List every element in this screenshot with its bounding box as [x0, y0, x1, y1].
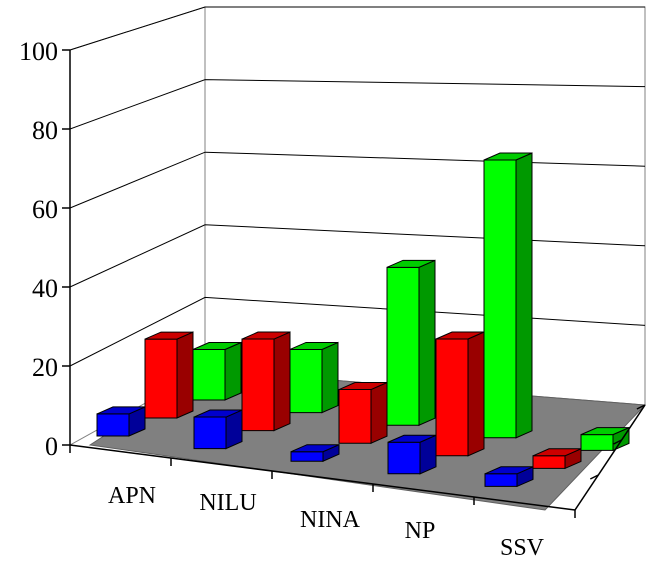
bar-front-face: [387, 441, 421, 475]
bar-top-face: [580, 427, 630, 436]
bar-top-face: [193, 409, 243, 418]
bar: [484, 466, 534, 488]
bar-front-face: [435, 338, 469, 457]
bar-side-face: [224, 341, 242, 401]
bar-front-face: [241, 338, 275, 432]
bars-group: [96, 152, 630, 488]
bar-side-face: [467, 331, 485, 457]
y-tick-label: 0: [45, 432, 58, 461]
gridline: [69, 6, 645, 51]
y-axis: [62, 49, 646, 518]
bar-top-face: [144, 331, 194, 340]
bar-front-face: [96, 413, 130, 437]
bar-front-face: [386, 266, 420, 426]
bar-side-face: [515, 152, 533, 439]
bar-front-face: [580, 434, 614, 451]
bar-top-face: [338, 382, 388, 391]
bar-top-face: [289, 341, 339, 350]
x-tick-label: SSV: [500, 535, 545, 561]
bar: [192, 341, 242, 401]
bar: [338, 381, 388, 444]
depth-tick-mark: [636, 404, 646, 410]
depth-tick-mark: [589, 474, 599, 480]
gridline: [69, 79, 646, 130]
x-tick-label: NINA: [300, 507, 361, 533]
bar-side-face: [370, 381, 388, 444]
bar: [483, 152, 533, 439]
depth-tick-mark: [613, 439, 622, 445]
bar: [290, 443, 340, 462]
bar: [289, 341, 339, 414]
bar-front-face: [483, 159, 517, 439]
bar-top-face: [386, 259, 436, 268]
bar-side-face: [273, 331, 291, 432]
bar-front-face: [338, 389, 372, 444]
bar-front-face: [144, 338, 178, 419]
y-tick-label: 20: [32, 353, 58, 382]
x-tick-label: NP: [405, 518, 436, 544]
bar-side-face: [418, 259, 436, 426]
x-axis-line: [69, 444, 576, 511]
y-tick-label: 80: [32, 116, 58, 145]
bar-top-face: [435, 331, 485, 340]
bar-top-face: [532, 448, 582, 457]
y-tick-label: 60: [32, 195, 58, 224]
bar-top-face: [290, 444, 340, 453]
bar: [580, 426, 630, 452]
bar-side-face: [321, 341, 339, 414]
x-tick-label: APN: [108, 483, 156, 509]
bar-top-face: [483, 152, 533, 161]
bar-top-face: [192, 341, 242, 350]
bar: [241, 331, 291, 432]
bar: [532, 448, 582, 470]
bar-top-face: [96, 406, 146, 415]
bar: [435, 331, 485, 457]
bar: [96, 406, 146, 437]
bar-front-face: [484, 473, 518, 487]
bar-top-face: [387, 434, 437, 443]
bar-front-face: [289, 348, 323, 414]
depth-axis-line: [574, 404, 646, 511]
bar-top-face: [241, 331, 291, 340]
bar-front-face: [532, 455, 566, 469]
x-tick-label: NILU: [199, 490, 256, 516]
bar-top-face: [484, 466, 534, 475]
bar: [144, 331, 194, 419]
y-tick-label: 100: [19, 37, 58, 66]
bar-front-face: [192, 348, 226, 401]
axis-labels: 0 20 40 60 80 100 APN NILU NINA NP SSV: [19, 37, 545, 561]
bar: [387, 434, 437, 475]
bar-front-face: [193, 416, 227, 450]
bar-front-face: [290, 451, 324, 462]
bar-side-face: [176, 331, 194, 419]
bar: [193, 409, 243, 450]
y-tick-label: 40: [32, 274, 58, 303]
bar: [386, 259, 436, 426]
